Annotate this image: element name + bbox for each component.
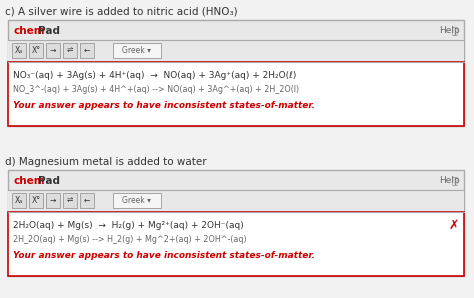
Bar <box>113 193 161 208</box>
Bar <box>113 43 161 58</box>
Text: Xₐ: Xₐ <box>15 46 23 55</box>
Text: Your answer appears to have inconsistent states-of-matter.: Your answer appears to have inconsistent… <box>13 251 315 260</box>
Bar <box>8 62 464 126</box>
Bar <box>29 193 43 208</box>
Text: chem: chem <box>14 176 46 185</box>
Text: →: → <box>50 46 56 55</box>
Bar <box>80 43 94 58</box>
Text: Help: Help <box>439 176 460 185</box>
Text: ←: ← <box>84 46 90 55</box>
Bar <box>12 43 26 58</box>
Text: ⇌: ⇌ <box>67 46 73 55</box>
Text: →: → <box>50 196 56 205</box>
Text: chem: chem <box>14 26 46 35</box>
Text: ⓘ: ⓘ <box>451 176 457 185</box>
Text: Greek ▾: Greek ▾ <box>122 46 152 55</box>
Bar <box>29 43 43 58</box>
Bar <box>8 40 464 62</box>
Text: Your answer appears to have inconsistent states-of-matter.: Your answer appears to have inconsistent… <box>13 100 315 109</box>
Bar <box>8 170 464 276</box>
Bar <box>63 43 77 58</box>
Bar <box>8 20 464 126</box>
Text: Greek ▾: Greek ▾ <box>122 196 152 205</box>
Text: 2H_2O(aq) + Mg(s) --> H_2(g) + Mg^2+(aq) + 2OH^-(aq): 2H_2O(aq) + Mg(s) --> H_2(g) + Mg^2+(aq)… <box>13 235 246 243</box>
Text: ✗: ✗ <box>449 218 459 232</box>
Text: X°: X° <box>31 46 41 55</box>
Text: Help: Help <box>439 26 460 35</box>
Text: ←: ← <box>84 196 90 205</box>
Bar <box>63 193 77 208</box>
Bar <box>46 43 60 58</box>
Text: ⇌: ⇌ <box>67 196 73 205</box>
Bar <box>80 193 94 208</box>
Text: NO_3^-(aq) + 3Ag(s) + 4H^+(aq) --> NO(aq) + 3Ag^+(aq) + 2H_2O(l): NO_3^-(aq) + 3Ag(s) + 4H^+(aq) --> NO(aq… <box>13 85 299 94</box>
Text: d) Magnesium metal is added to water: d) Magnesium metal is added to water <box>5 157 207 167</box>
Text: c) A silver wire is added to nitric acid (HNO₃): c) A silver wire is added to nitric acid… <box>5 7 237 17</box>
Text: Pad: Pad <box>38 26 60 35</box>
Text: ⓘ: ⓘ <box>451 26 457 35</box>
Text: NO₃⁻(aq) + 3Ag(s) + 4H⁺(aq)  →  NO(aq) + 3Ag⁺(aq) + 2H₂O(ℓ): NO₃⁻(aq) + 3Ag(s) + 4H⁺(aq) → NO(aq) + 3… <box>13 71 296 80</box>
Bar <box>12 193 26 208</box>
Bar <box>8 190 464 212</box>
Text: Xₐ: Xₐ <box>15 196 23 205</box>
Text: 2H₂O(aq) + Mg(s)  →  H₂(g) + Mg²⁺(aq) + 2OH⁻(aq): 2H₂O(aq) + Mg(s) → H₂(g) + Mg²⁺(aq) + 2O… <box>13 221 244 229</box>
Bar <box>46 193 60 208</box>
Bar <box>8 212 464 276</box>
Text: X°: X° <box>31 196 41 205</box>
Text: Pad: Pad <box>38 176 60 185</box>
